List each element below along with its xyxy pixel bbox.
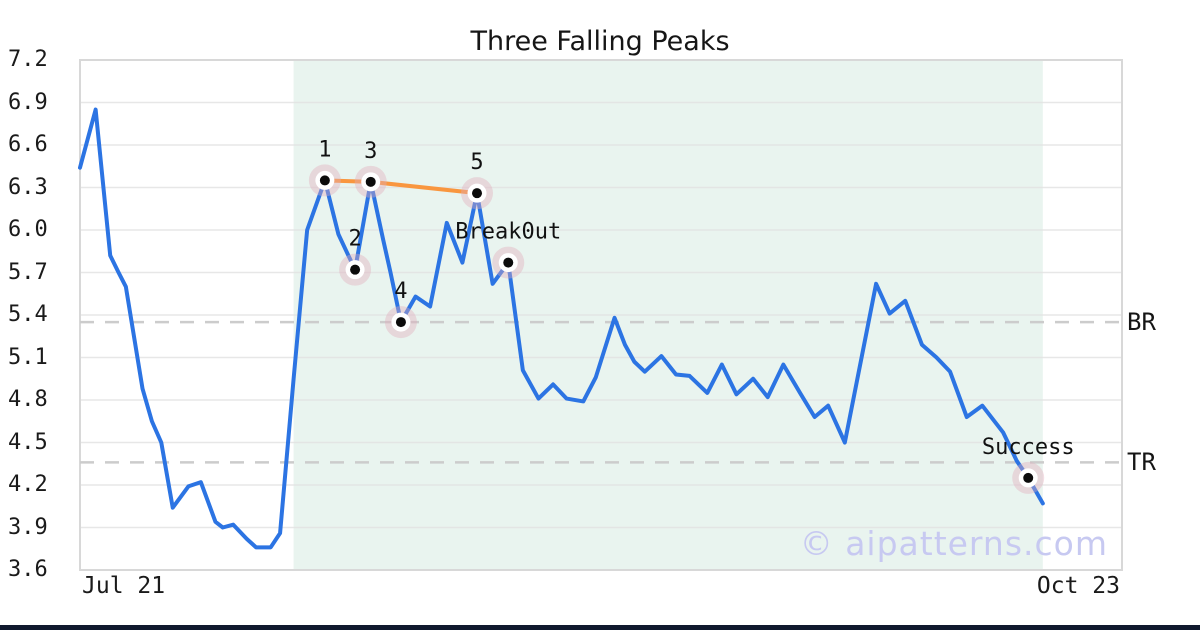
x-tick-label-start: Jul 21: [82, 573, 166, 599]
y-tick-label: 7.2: [8, 47, 48, 72]
pattern-point-label: 4: [394, 279, 407, 304]
ref-line-label-br: BR: [1127, 308, 1156, 336]
pattern-point-label: 1: [318, 137, 331, 162]
ref-line-label-tr: TR: [1127, 448, 1156, 476]
y-tick-label: 4.5: [8, 429, 48, 455]
y-tick-label: 6.0: [8, 217, 48, 242]
y-tick-label: 3.6: [8, 557, 48, 582]
price-line: [78, 107, 1045, 550]
y-tick-label: 5.4: [8, 302, 48, 327]
plot-border: [79, 59, 1123, 571]
y-tick-label: 6.6: [8, 132, 48, 157]
marker-dot: [350, 264, 361, 275]
marker-dot: [1023, 472, 1034, 483]
marker-dot: [472, 188, 483, 199]
y-tick-label: 3.9: [8, 514, 48, 540]
pattern-point-label: Break0ut: [455, 220, 561, 245]
y-tick-label: 4.2: [8, 472, 48, 497]
pattern-point-label: 5: [470, 150, 483, 175]
marker-dot: [503, 257, 514, 268]
marker-dot: [319, 175, 330, 186]
pattern-point-label: 3: [364, 139, 377, 164]
y-tick-label: 4.8: [8, 387, 48, 412]
y-tick-label: 5.7: [8, 259, 48, 285]
y-axis: 7.2 6.9 6.6 6.3 6.0 5.7 5.4 5.1 4.8 4.5 4.2 3.9 3.6: [0, 0, 76, 630]
y-tick-label: 6.9: [8, 89, 48, 115]
marker-dot: [365, 176, 376, 187]
y-tick-label: 5.1: [8, 344, 48, 370]
y-tick-label: 6.3: [8, 174, 48, 200]
x-tick-label-end: Oct 23: [1036, 573, 1120, 599]
pattern-point-label: 2: [348, 227, 361, 252]
chart-title: Three Falling Peaks: [470, 26, 730, 57]
bottom-accent-bar: [0, 625, 1200, 630]
marker-dot: [395, 317, 406, 328]
pattern-point-label: Success: [982, 435, 1075, 460]
watermark: © aipatterns.com: [799, 524, 1108, 563]
